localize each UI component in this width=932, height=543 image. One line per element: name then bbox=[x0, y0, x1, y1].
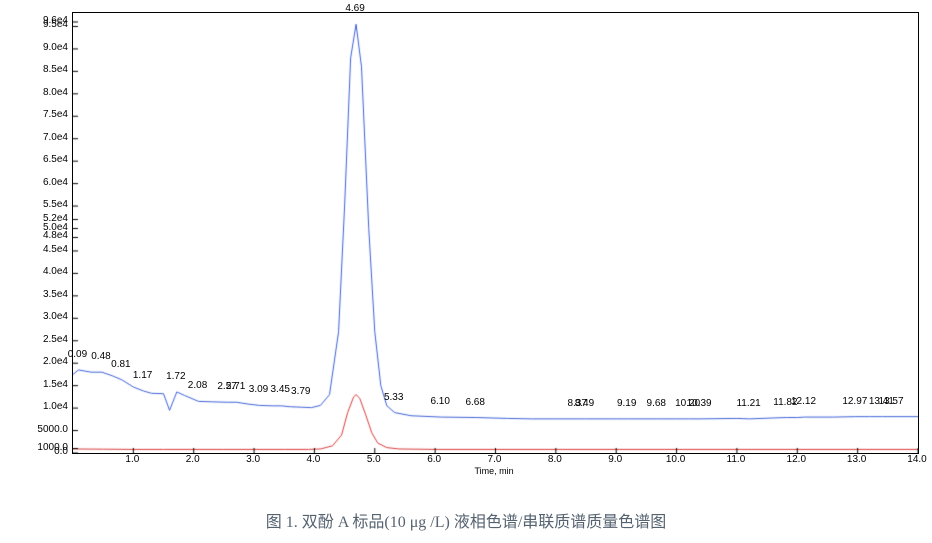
peak-label: 10.39 bbox=[687, 398, 712, 409]
peak-label: 2.71 bbox=[226, 381, 245, 392]
x-tick-label: 13.0 bbox=[842, 454, 872, 465]
peak-label: 6.10 bbox=[430, 396, 449, 407]
x-tick-label: 3.0 bbox=[238, 454, 268, 465]
peak-label: 9.19 bbox=[617, 398, 636, 409]
peak-label: 0.81 bbox=[111, 359, 130, 370]
y-tick-label: 3.0e4 bbox=[24, 311, 68, 322]
x-axis-label: Time, min bbox=[475, 466, 514, 476]
peak-label: 11.21 bbox=[736, 398, 760, 409]
y-tick-label: 5000.0 bbox=[24, 424, 68, 435]
y-tick-label: 9.6e4 bbox=[24, 15, 68, 26]
x-tick-label: 10.0 bbox=[661, 454, 691, 465]
y-tick-label: 1.5e4 bbox=[24, 379, 68, 390]
x-tick-label: 5.0 bbox=[359, 454, 389, 465]
peak-label: 4.69 bbox=[345, 3, 364, 14]
x-tick-label: 8.0 bbox=[540, 454, 570, 465]
peak-label: 2.08 bbox=[188, 380, 207, 391]
peak-label: 1.17 bbox=[133, 370, 152, 381]
y-tick-label: 9.0e4 bbox=[24, 42, 68, 53]
peak-label: 3.45 bbox=[270, 384, 289, 395]
chart-container: { "plot_area": { "left": 72, "top": 12, … bbox=[0, 0, 932, 543]
x-tick-label: 1.0 bbox=[117, 454, 147, 465]
y-tick-label: 5.5e4 bbox=[24, 199, 68, 210]
y-tick-label: 4.0e4 bbox=[24, 266, 68, 277]
peak-label: 5.33 bbox=[384, 392, 403, 403]
x-tick-label: 9.0 bbox=[600, 454, 630, 465]
y-tick-label: 2.0e4 bbox=[24, 356, 68, 367]
peak-label: 6.68 bbox=[465, 397, 484, 408]
figure-caption: 图 1. 双酚 A 标品(10 μg /L) 液相色谱/串联质谱质量色谱图 bbox=[0, 508, 932, 532]
peak-label: 3.09 bbox=[249, 384, 268, 395]
peak-label: 0.09 bbox=[68, 349, 87, 360]
y-tick-label: 8.5e4 bbox=[24, 64, 68, 75]
y-tick-label: 3.5e4 bbox=[24, 289, 68, 300]
y-tick-label: 7.0e4 bbox=[24, 132, 68, 143]
x-tick-label: 7.0 bbox=[480, 454, 510, 465]
y-tick-label: 8.0e4 bbox=[24, 87, 68, 98]
peak-label: 0.48 bbox=[91, 351, 110, 362]
peak-label: 12.12 bbox=[791, 396, 816, 407]
x-tick-label: 2.0 bbox=[178, 454, 208, 465]
y-tick-label: 6.0e4 bbox=[24, 177, 68, 188]
peak-label: 13.57 bbox=[879, 396, 904, 407]
x-tick-label: 11.0 bbox=[721, 454, 751, 465]
y-tick-label: 4.5e4 bbox=[24, 244, 68, 255]
peak-label: 9.68 bbox=[647, 398, 666, 409]
x-tick-label: 12.0 bbox=[781, 454, 811, 465]
peak-label: 1.72 bbox=[166, 371, 185, 382]
peak-label: 8.49 bbox=[575, 398, 594, 409]
y-tick-label: 1000.0 bbox=[24, 442, 68, 453]
y-tick-label: 5.2e4 bbox=[24, 213, 68, 224]
y-tick-label: 7.5e4 bbox=[24, 109, 68, 120]
y-tick-label: 1.0e4 bbox=[24, 401, 68, 412]
y-tick-label: 2.5e4 bbox=[24, 334, 68, 345]
x-tick-label: 14.0 bbox=[902, 454, 932, 465]
x-tick-label: 6.0 bbox=[419, 454, 449, 465]
peak-label: 3.79 bbox=[291, 386, 310, 397]
peak-label: 12.97 bbox=[842, 396, 867, 407]
y-tick-label: 6.5e4 bbox=[24, 154, 68, 165]
x-tick-label: 4.0 bbox=[298, 454, 328, 465]
